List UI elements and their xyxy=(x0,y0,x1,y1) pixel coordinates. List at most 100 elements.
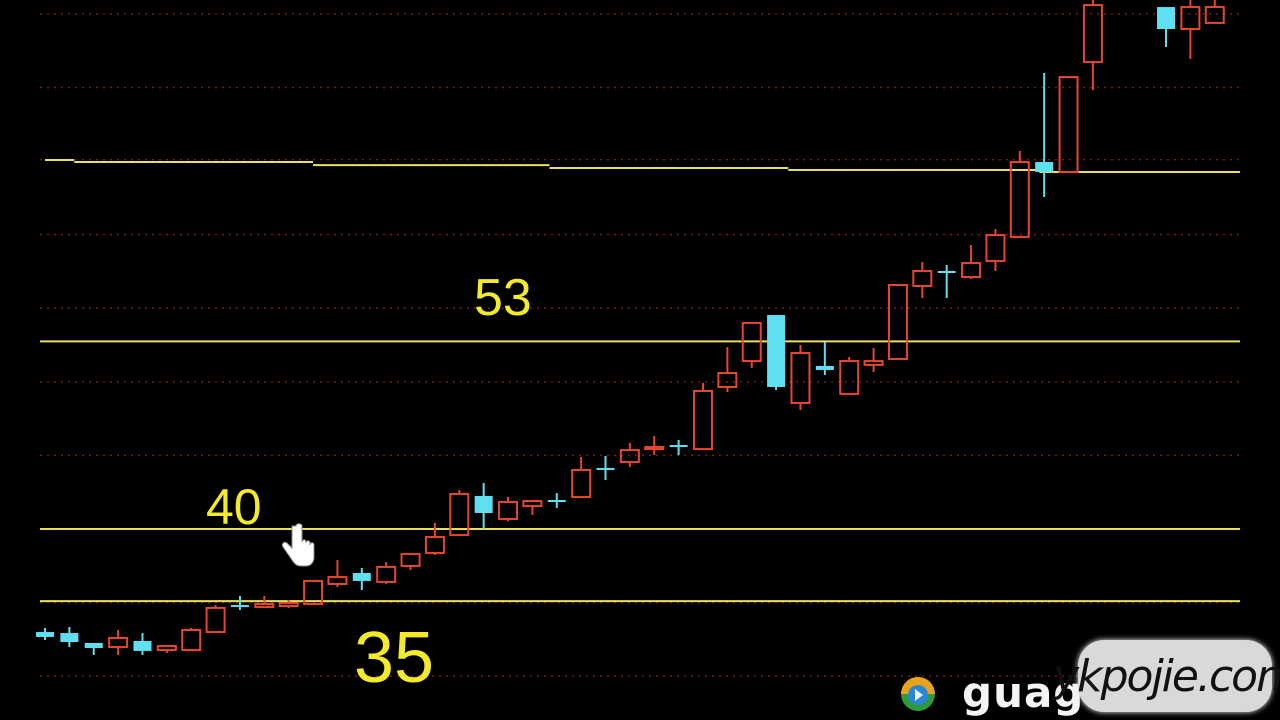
candle-body xyxy=(1009,161,1030,238)
candle-body xyxy=(278,602,299,608)
candle-up xyxy=(1204,0,1225,24)
candle-up xyxy=(1082,0,1103,91)
candle-body xyxy=(1204,6,1225,24)
candle-down xyxy=(1157,7,1176,48)
candle-body xyxy=(474,495,493,513)
candle-body xyxy=(937,270,956,273)
candle-body xyxy=(498,501,519,521)
candle-up xyxy=(985,229,1006,271)
candle-body xyxy=(133,640,152,651)
candle-up xyxy=(644,436,665,455)
candles xyxy=(36,0,1225,655)
candle-body xyxy=(1058,76,1079,174)
candle-body xyxy=(717,372,738,389)
candle-body xyxy=(790,351,811,405)
candle-down xyxy=(1035,73,1054,197)
candle-body xyxy=(547,499,566,502)
candle-up xyxy=(790,345,811,410)
candle-body xyxy=(424,535,445,554)
candle-up xyxy=(692,382,713,451)
candle-body xyxy=(571,468,592,498)
candle-down xyxy=(669,439,688,455)
candle-up xyxy=(449,490,470,537)
candle-down xyxy=(36,627,54,640)
candle-up xyxy=(303,579,324,606)
watermark-overlay: ykpojie.com xyxy=(1053,640,1280,712)
play-disc-logo-icon xyxy=(901,677,935,711)
candle-down xyxy=(767,315,786,391)
level-label-40: 40 xyxy=(206,479,262,535)
candle-up xyxy=(181,627,202,652)
candle-body xyxy=(596,467,615,470)
candle-down xyxy=(937,264,956,298)
candle-body xyxy=(205,606,226,634)
candle-body xyxy=(767,315,786,388)
candle-body xyxy=(669,445,688,448)
candle-body xyxy=(815,365,834,370)
candle-up xyxy=(717,347,738,393)
candle-body xyxy=(303,579,324,606)
candle-body xyxy=(912,269,933,287)
candle-up xyxy=(961,245,982,279)
level-label-35: 35 xyxy=(354,618,435,698)
candle-body xyxy=(1035,162,1054,173)
candle-body xyxy=(839,360,860,395)
hand-pointer-icon xyxy=(281,523,315,567)
candle-down xyxy=(352,567,371,591)
candle-up xyxy=(839,356,860,395)
candle-down xyxy=(474,482,493,529)
candle-down xyxy=(230,595,249,610)
candle-down xyxy=(815,341,834,376)
candle-up xyxy=(571,456,592,498)
candle-up xyxy=(278,599,299,608)
candle-down xyxy=(60,626,79,648)
candle-up xyxy=(156,645,177,653)
candle-body xyxy=(741,321,762,363)
candle-up xyxy=(205,605,226,634)
candle-up xyxy=(424,522,445,555)
candle-up xyxy=(887,283,908,361)
candle-up xyxy=(863,348,884,373)
level-lines xyxy=(40,340,1240,603)
candle-down xyxy=(133,633,152,655)
candle-up xyxy=(741,321,762,368)
candle-body xyxy=(961,262,982,279)
candle-up xyxy=(522,499,543,516)
candle-body xyxy=(1082,4,1103,64)
candle-body xyxy=(60,633,79,642)
candle-up xyxy=(498,496,519,522)
candle-up xyxy=(1009,150,1030,238)
candle-body xyxy=(619,449,640,464)
candle-up xyxy=(1058,76,1079,174)
candle-body xyxy=(449,492,470,537)
candle-up xyxy=(400,552,421,570)
candle-down xyxy=(547,493,566,508)
candle-body xyxy=(1157,7,1176,30)
candle-body xyxy=(863,360,884,366)
candle-body xyxy=(36,632,54,637)
candle-body xyxy=(254,603,275,609)
candle-body xyxy=(887,283,908,361)
candle-body xyxy=(376,565,397,583)
candle-up xyxy=(327,560,348,588)
level-label-53: 53 xyxy=(474,269,532,327)
candle-down xyxy=(596,455,615,480)
candle-body xyxy=(400,552,421,567)
candle-body xyxy=(108,636,129,649)
candle-body xyxy=(156,645,177,652)
candle-body xyxy=(230,605,249,608)
candle-up xyxy=(108,630,129,655)
candle-body xyxy=(1180,6,1201,31)
candle-up xyxy=(619,442,640,467)
candle-up xyxy=(254,595,275,609)
candle-body xyxy=(692,390,713,451)
candle-body xyxy=(181,629,202,652)
candle-body xyxy=(84,642,103,649)
candle-up xyxy=(376,562,397,584)
candle-down xyxy=(84,642,103,655)
candle-up xyxy=(912,262,933,298)
upper-line xyxy=(45,159,1240,174)
candle-body xyxy=(522,500,543,508)
candle-body xyxy=(327,576,348,585)
